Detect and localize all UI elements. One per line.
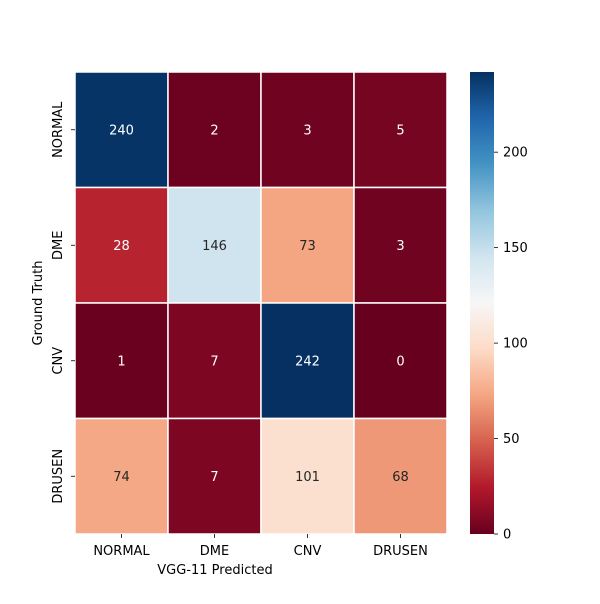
- cell-normal-cnv: [260, 71, 355, 189]
- cell-value-normal-cnv: 3: [303, 123, 311, 138]
- y-axis-label: Ground Truth: [31, 261, 46, 346]
- cell-value-drusen-drusen: 68: [392, 470, 409, 485]
- cell-normal-normal: [74, 71, 169, 189]
- cell-normal-dme: [167, 71, 262, 189]
- cell-value-dme-normal: 28: [113, 239, 130, 254]
- cell-dme-drusen: [353, 186, 448, 304]
- y-tick-label-normal: NORMAL: [51, 101, 66, 158]
- y-tick-label-cnv: CNV: [51, 347, 66, 375]
- cell-value-normal-dme: 2: [210, 123, 218, 138]
- colorbar: 0 50 100 150 200: [470, 72, 528, 543]
- cell-drusen-drusen: [353, 417, 448, 535]
- heatmap-cells: [74, 71, 448, 535]
- x-tick-label-drusen: DRUSEN: [373, 544, 428, 559]
- cell-value-drusen-cnv: 101: [295, 470, 320, 485]
- colorbar-tick-label: 0: [503, 528, 511, 543]
- cell-value-drusen-normal: 74: [113, 470, 130, 485]
- cell-value-normal-drusen: 5: [396, 123, 404, 138]
- colorbar-tick-label: 200: [503, 146, 528, 161]
- y-tick-label-dme: DME: [51, 231, 66, 260]
- cell-value-dme-dme: 146: [202, 239, 227, 254]
- cell-value-dme-cnv: 73: [299, 239, 316, 254]
- cell-value-normal-normal: 240: [109, 123, 134, 138]
- cell-value-drusen-dme: 7: [210, 470, 218, 485]
- colorbar-tick-label: 150: [503, 241, 528, 256]
- cell-drusen-dme: [167, 417, 262, 535]
- cell-cnv-dme: [167, 302, 262, 420]
- x-axis-ticks: NORMAL DME CNV DRUSEN: [93, 534, 428, 559]
- cell-value-dme-drusen: 3: [396, 239, 404, 254]
- x-axis-label: VGG-11 Predicted: [157, 563, 272, 578]
- cell-value-cnv-dme: 7: [210, 354, 218, 369]
- x-tick-label-normal: NORMAL: [93, 544, 150, 559]
- cell-value-cnv-drusen: 0: [396, 354, 404, 369]
- colorbar-gradient: [470, 72, 494, 534]
- cell-annotations: 240 2 3 5 28 146 73 3 1 7 242 0 74 7 101 68: [109, 123, 409, 485]
- x-tick-label-dme: DME: [200, 544, 229, 559]
- cell-value-cnv-normal: 1: [117, 354, 125, 369]
- y-tick-label-drusen: DRUSEN: [51, 449, 66, 504]
- colorbar-tick-label: 100: [503, 337, 528, 352]
- cell-normal-drusen: [353, 71, 448, 189]
- y-axis-ticks: NORMAL DME CNV DRUSEN: [51, 101, 75, 504]
- colorbar-tick-label: 50: [503, 432, 520, 447]
- x-tick-label-cnv: CNV: [294, 544, 322, 559]
- cell-dme-dme: [167, 186, 262, 304]
- cell-cnv-drusen: [353, 302, 448, 420]
- cell-value-cnv-cnv: 242: [295, 354, 320, 369]
